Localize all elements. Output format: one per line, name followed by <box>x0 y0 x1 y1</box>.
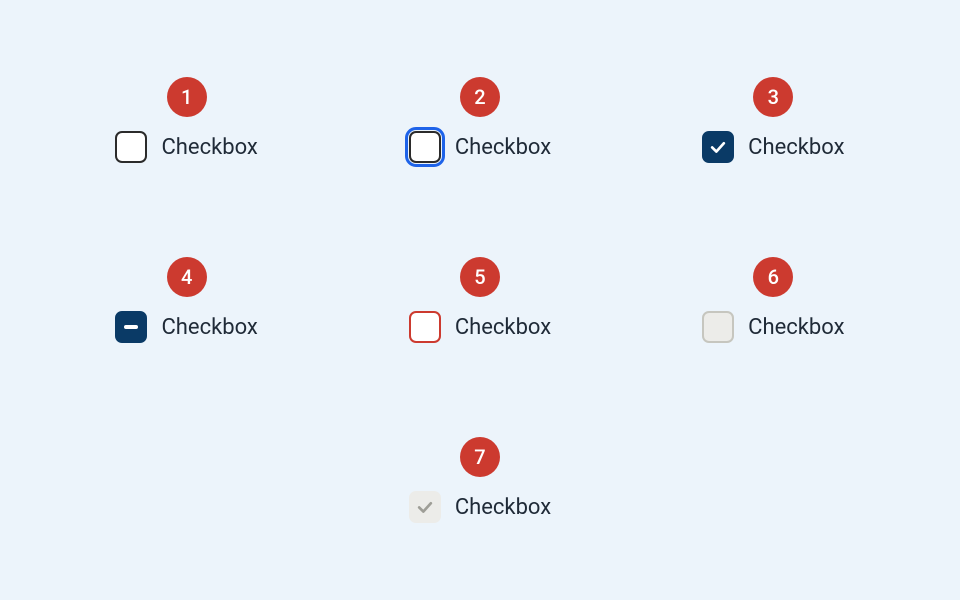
state-badge: 5 <box>460 257 500 297</box>
checkbox-state-indeterminate: 4 Checkbox <box>115 257 257 343</box>
checkbox-input[interactable] <box>115 311 147 343</box>
checkbox-label: Checkbox <box>748 315 844 340</box>
checkbox-input[interactable] <box>409 311 441 343</box>
indeterminate-icon <box>124 325 138 329</box>
check-icon <box>415 497 435 517</box>
checkbox-row: Checkbox <box>702 131 844 163</box>
state-badge: 4 <box>167 257 207 297</box>
checkbox-row: Checkbox <box>409 131 551 163</box>
checkbox-input[interactable] <box>115 131 147 163</box>
checkbox-label: Checkbox <box>748 135 844 160</box>
checkbox-label: Checkbox <box>161 315 257 340</box>
checkbox-states-grid: 1 Checkbox 2 Checkbox 3 Checkbox 4 <box>0 0 960 600</box>
checkbox-row: Checkbox <box>702 311 844 343</box>
checkbox-state-disabled-checked: 7 Checkbox <box>409 437 551 523</box>
checkbox-label: Checkbox <box>455 495 551 520</box>
state-badge: 1 <box>167 77 207 117</box>
checkbox-input[interactable] <box>702 131 734 163</box>
state-badge: 6 <box>753 257 793 297</box>
checkbox-label: Checkbox <box>161 135 257 160</box>
state-badge: 3 <box>753 77 793 117</box>
state-badge: 7 <box>460 437 500 477</box>
checkbox-row: Checkbox <box>115 131 257 163</box>
checkbox-row: Checkbox <box>409 311 551 343</box>
checkbox-state-default: 1 Checkbox <box>115 77 257 163</box>
checkbox-state-checked: 3 Checkbox <box>702 77 844 163</box>
checkbox-input <box>409 491 441 523</box>
check-icon <box>708 137 728 157</box>
checkbox-label: Checkbox <box>455 135 551 160</box>
checkbox-state-disabled: 6 Checkbox <box>702 257 844 343</box>
checkbox-input <box>702 311 734 343</box>
checkbox-input[interactable] <box>409 131 441 163</box>
state-badge: 2 <box>460 77 500 117</box>
checkbox-label: Checkbox <box>455 315 551 340</box>
checkbox-state-focused: 2 Checkbox <box>409 77 551 163</box>
checkbox-row: Checkbox <box>409 491 551 523</box>
checkbox-state-error: 5 Checkbox <box>409 257 551 343</box>
checkbox-row: Checkbox <box>115 311 257 343</box>
